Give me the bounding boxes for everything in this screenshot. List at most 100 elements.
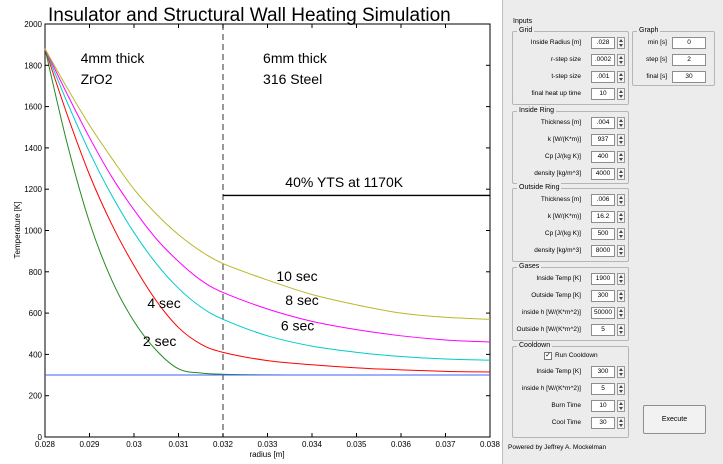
cooldown-field-input[interactable]: 10 — [591, 400, 615, 412]
y-tick-label: 1800 — [24, 61, 42, 70]
gases-field-label: Outside h [W/(K*m^2)] — [516, 326, 581, 333]
spinner-arrows-icon[interactable] — [617, 383, 625, 395]
graph-group: Graph min [s] 0 step [s] 2 final [s] 30 — [632, 26, 715, 86]
spinner-arrows-icon[interactable] — [617, 88, 625, 100]
grid-field-label: r-step size — [551, 56, 581, 63]
execute-button[interactable]: Execute — [643, 405, 706, 434]
graph-field-label: final [s] — [646, 73, 667, 80]
run-cooldown-checkbox[interactable]: ✓ — [544, 352, 552, 360]
y-tick-label: 600 — [29, 309, 43, 318]
y-tick-label: 400 — [29, 350, 43, 359]
spinner-arrows-icon[interactable] — [617, 307, 625, 319]
outside-ring-field-input[interactable]: .006 — [591, 194, 615, 206]
grid-field-label: Inside Radius [m] — [530, 39, 581, 46]
outside-ring-field-label: Thickness [m] — [540, 196, 581, 203]
plot-window: 0.028 0.029 0.03 0.031 0.032 0.033 0.034 0.035 0… — [13, 5, 501, 459]
gases-field-input[interactable]: 300 — [591, 290, 615, 302]
y-tick-label: 200 — [29, 392, 43, 401]
gases-field-label: Inside Temp [K] — [536, 275, 581, 282]
inside-ring-field-label: Thickness [m] — [540, 119, 581, 126]
outside-ring-field-label: density [kg/m^3] — [534, 247, 581, 254]
spinner-arrows-icon[interactable] — [617, 211, 625, 223]
spinner-arrows-icon[interactable] — [617, 324, 625, 336]
y-tick-label: 1600 — [24, 103, 42, 112]
y-tick-label: 1200 — [24, 185, 42, 194]
y-axis-label: Temperature [K] — [13, 202, 22, 259]
outside-ring-field-input[interactable]: 8000 — [591, 245, 615, 257]
series-line-4 — [44, 48, 491, 320]
x-tick-label: 0.032 — [213, 440, 234, 449]
inside-ring-field-label: Cp [J/(kg K)] — [544, 153, 581, 160]
x-axis-label: radius [m] — [249, 450, 284, 459]
spinner-arrows-icon[interactable] — [617, 194, 625, 206]
chart-annotation: 4 sec — [147, 295, 180, 311]
inside-ring-field-input[interactable]: .004 — [591, 117, 615, 129]
inside-ring-group-title: Inside Ring — [517, 106, 557, 116]
graph-field-input[interactable]: 0 — [672, 37, 706, 49]
series-line-1 — [44, 48, 491, 373]
spinner-arrows-icon[interactable] — [617, 417, 625, 429]
chart-annotation: 4mm thick — [81, 50, 146, 66]
inside-ring-field-input[interactable]: 400 — [591, 151, 615, 163]
cooldown-field-input[interactable]: 5 — [591, 383, 615, 395]
chart-annotation: 8 sec — [285, 292, 318, 308]
spinner-arrows-icon[interactable] — [617, 273, 625, 285]
gases-field-input[interactable]: 1900 — [591, 273, 615, 285]
grid-field-input[interactable]: .001 — [591, 71, 615, 83]
gases-field-input[interactable]: 5 — [591, 324, 615, 336]
spinner-arrows-icon[interactable] — [617, 134, 625, 146]
cooldown-field-label: inside h [W/(K*m^2)] — [521, 385, 581, 392]
x-tick-label: 0.03 — [126, 440, 142, 449]
graph-field-label: min [s] — [647, 39, 667, 46]
y-tick-label: 1400 — [24, 144, 42, 153]
grid-group-title: Grid — [517, 26, 535, 36]
inputs-title: Inputs — [513, 18, 533, 25]
spinner-arrows-icon[interactable] — [617, 366, 625, 378]
spinner-arrows-icon[interactable] — [617, 54, 625, 66]
credit-text: Powered by Jeffrey A. Mockelman — [508, 444, 607, 451]
chart-annotation: 6 sec — [281, 318, 314, 334]
spinner-arrows-icon[interactable] — [617, 37, 625, 49]
series-line-2 — [44, 48, 491, 361]
gases-field-input[interactable]: 50000 — [591, 307, 615, 319]
spinner-arrows-icon[interactable] — [617, 71, 625, 83]
spinner-arrows-icon[interactable] — [617, 290, 625, 302]
outside-ring-field-input[interactable]: 500 — [591, 228, 615, 240]
graph-field-input[interactable]: 2 — [672, 54, 706, 66]
run-cooldown-label: Run Cooldown — [555, 352, 598, 359]
inside-ring-field-label: density [kg/m^3] — [534, 170, 581, 177]
spinner-arrows-icon[interactable] — [617, 117, 625, 129]
gases-field-label: Outside Temp [K] — [531, 292, 581, 299]
temperature-chart: 0.028 0.029 0.03 0.031 0.032 0.033 0.034 0.035 0… — [13, 5, 501, 459]
outside-ring-field-input[interactable]: 16.2 — [591, 211, 615, 223]
cooldown-field-input[interactable]: 300 — [591, 366, 615, 378]
x-tick-label: 0.038 — [480, 440, 501, 449]
spinner-arrows-icon[interactable] — [617, 400, 625, 412]
inside-ring-field-input[interactable]: 4000 — [591, 168, 615, 180]
grid-group: Grid Inside Radius [m] .028 r-step size .00… — [512, 26, 629, 105]
x-tick-label: 0.036 — [391, 440, 412, 449]
chart-annotation: 10 sec — [276, 268, 317, 284]
x-tick-label: 0.035 — [346, 440, 367, 449]
outside-ring-field-label: k [W/(K*m)] — [547, 213, 581, 220]
inside-ring-field-input[interactable]: 937 — [591, 134, 615, 146]
cooldown-field-label: Burn Time — [551, 402, 581, 409]
axes-background — [44, 23, 491, 438]
chart-annotation: 40% YTS at 1170K — [285, 174, 403, 190]
grid-field-input[interactable]: .0002 — [591, 54, 615, 66]
graph-field-input[interactable]: 30 — [672, 71, 706, 83]
x-tick-label: 0.037 — [435, 440, 456, 449]
spinner-arrows-icon[interactable] — [617, 245, 625, 257]
grid-field-input[interactable]: 10 — [591, 88, 615, 100]
cooldown-field-input[interactable]: 30 — [591, 417, 615, 429]
spinner-arrows-icon[interactable] — [617, 168, 625, 180]
spinner-arrows-icon[interactable] — [617, 228, 625, 240]
x-tick-label: 0.034 — [302, 440, 323, 449]
x-tick-label: 0.031 — [168, 440, 189, 449]
spinner-arrows-icon[interactable] — [617, 151, 625, 163]
gases-group-title: Gases — [517, 262, 542, 272]
graph-field-label: step [s] — [646, 56, 667, 63]
chart-annotation: 316 Steel — [263, 71, 322, 87]
grid-field-input[interactable]: .028 — [591, 37, 615, 49]
cooldown-group: Cooldown ✓ Run Cooldown Inside Temp [K] 3… — [512, 341, 629, 438]
